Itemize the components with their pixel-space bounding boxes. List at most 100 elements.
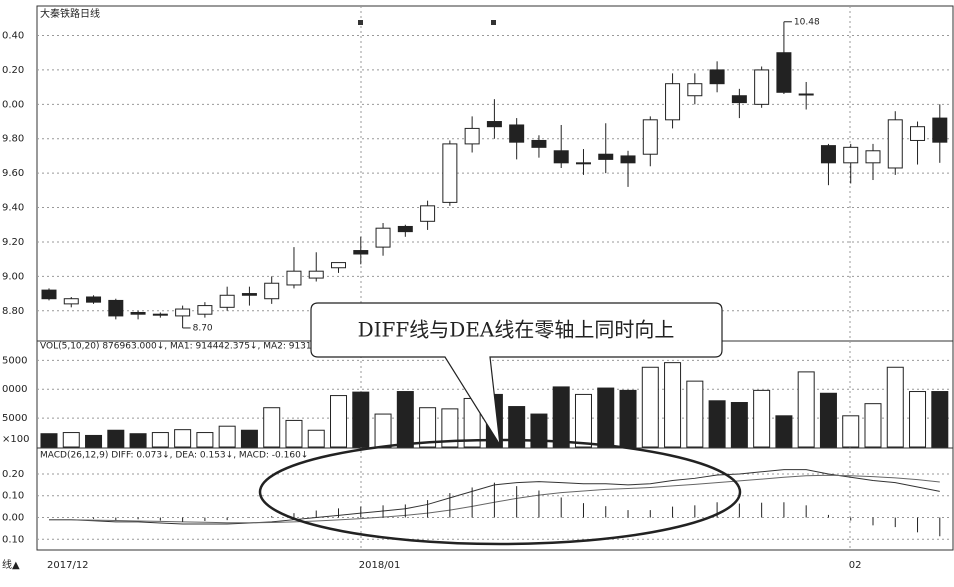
volume-bar bbox=[174, 429, 192, 448]
y-tick-label: 0.20 bbox=[2, 65, 24, 76]
y-tick-label: 0.10 bbox=[2, 534, 24, 545]
corner-label: 线▲ bbox=[2, 558, 20, 571]
candle-body bbox=[932, 117, 948, 143]
annotation-label: 10.48 bbox=[794, 17, 820, 27]
candle-body bbox=[598, 153, 614, 160]
candle-body bbox=[575, 162, 591, 165]
volume-bar bbox=[40, 433, 58, 448]
candle-body bbox=[241, 293, 257, 296]
volume-bar bbox=[552, 386, 570, 448]
volume-bar bbox=[909, 391, 927, 448]
volume-bar bbox=[374, 413, 392, 448]
candle-body bbox=[820, 145, 836, 164]
candle-body bbox=[553, 150, 569, 164]
volume-bar bbox=[151, 432, 169, 448]
volume-bar bbox=[218, 425, 236, 448]
volume-bar bbox=[641, 366, 659, 448]
y-tick-label: 0.10 bbox=[2, 491, 24, 502]
volume-bar bbox=[597, 387, 615, 448]
volume-bar bbox=[263, 407, 281, 448]
macd-panel bbox=[36, 447, 954, 551]
candle-body bbox=[843, 146, 859, 164]
volume-bar bbox=[931, 391, 949, 448]
candle-body bbox=[264, 282, 280, 300]
candle-body bbox=[509, 124, 525, 143]
x-tick-label: 2017/12 bbox=[47, 560, 89, 571]
volume-bar bbox=[85, 434, 103, 448]
volume-bar bbox=[196, 432, 214, 448]
candle-body bbox=[197, 305, 213, 315]
volume-bar bbox=[307, 429, 325, 448]
y-tick-label: 9.40 bbox=[2, 203, 24, 214]
volume-bar bbox=[62, 432, 80, 448]
plot: 0.40 0.20 0.00 9.80 9.60 9.40 9.20 9.00 8.80 10.4… bbox=[2, 17, 953, 571]
candle-body bbox=[420, 205, 436, 222]
candle-body bbox=[331, 262, 347, 269]
y-tick-label: 9.80 bbox=[2, 134, 24, 145]
volume-bar bbox=[864, 403, 882, 448]
volume-bar bbox=[797, 371, 815, 448]
candle-body bbox=[63, 298, 79, 305]
annotation-label: 8.70 bbox=[193, 323, 213, 333]
chart-title: 大秦铁路日线 bbox=[40, 7, 100, 20]
candle-body bbox=[41, 289, 57, 300]
volume-bar bbox=[619, 389, 637, 448]
x-tick-label: 2018/01 bbox=[359, 560, 401, 571]
candle-body bbox=[397, 225, 413, 233]
candle-body bbox=[486, 121, 502, 128]
marker bbox=[358, 20, 363, 25]
candle-body bbox=[108, 299, 124, 317]
y-tick-label: 0000 bbox=[2, 384, 27, 395]
candle-body bbox=[531, 139, 547, 148]
candle-body bbox=[464, 127, 480, 145]
candle-body bbox=[308, 270, 324, 279]
y-tick-label: 0.40 bbox=[2, 31, 24, 42]
candle-body bbox=[219, 294, 235, 308]
volume-bar bbox=[819, 392, 837, 448]
candle-body bbox=[887, 119, 903, 169]
volume-bar bbox=[508, 406, 526, 448]
y-tick-label: 8.80 bbox=[2, 306, 24, 317]
volume-bar bbox=[285, 419, 303, 448]
candle-body bbox=[865, 150, 881, 164]
macd-header: MACD(26,12,9) DIFF: 0.073↓, DEA: 0.153↓,… bbox=[40, 451, 308, 461]
volume-bar bbox=[240, 429, 258, 448]
y-tick-label: 0.00 bbox=[2, 99, 24, 110]
callout-text: DIFF线与DEA线在零轴上同时向上 bbox=[358, 318, 675, 342]
y-tick-label: 5000 bbox=[2, 413, 27, 424]
volume-bar bbox=[330, 395, 348, 448]
volume-bar bbox=[352, 391, 370, 448]
candle-body bbox=[86, 296, 102, 303]
volume-bar bbox=[441, 408, 459, 448]
volume-bar bbox=[419, 407, 437, 448]
volume-bar bbox=[129, 433, 147, 448]
volume-bar bbox=[730, 402, 748, 448]
candle-body bbox=[286, 270, 302, 286]
volume-bar bbox=[842, 415, 860, 448]
volume-bar bbox=[107, 429, 125, 448]
marker bbox=[491, 20, 496, 25]
y-tick-label: 9.60 bbox=[2, 168, 24, 179]
candle-body bbox=[665, 83, 681, 121]
candle-body bbox=[776, 52, 792, 93]
volume-bar bbox=[686, 380, 704, 448]
volume-bar bbox=[886, 366, 904, 448]
vol-header: VOL(5,10,20) 876963.000↓, MA1: 914442.37… bbox=[40, 342, 323, 352]
y-tick-label: 5000 bbox=[2, 355, 27, 366]
candle-body bbox=[353, 250, 369, 255]
y-tick-label: 9.00 bbox=[2, 271, 24, 282]
volume-bar bbox=[574, 393, 592, 448]
volume-bar bbox=[753, 389, 771, 448]
x-tick-label: 02 bbox=[849, 560, 862, 571]
candle-body bbox=[687, 83, 703, 97]
candle-body bbox=[642, 119, 658, 155]
volume-bar bbox=[664, 362, 682, 448]
candle-body bbox=[130, 311, 146, 315]
candle-body bbox=[175, 308, 191, 317]
volume-bar bbox=[708, 400, 726, 448]
candle-body bbox=[375, 227, 391, 248]
volume-bar bbox=[775, 415, 793, 448]
y-tick-label: 0.00 bbox=[2, 513, 24, 524]
